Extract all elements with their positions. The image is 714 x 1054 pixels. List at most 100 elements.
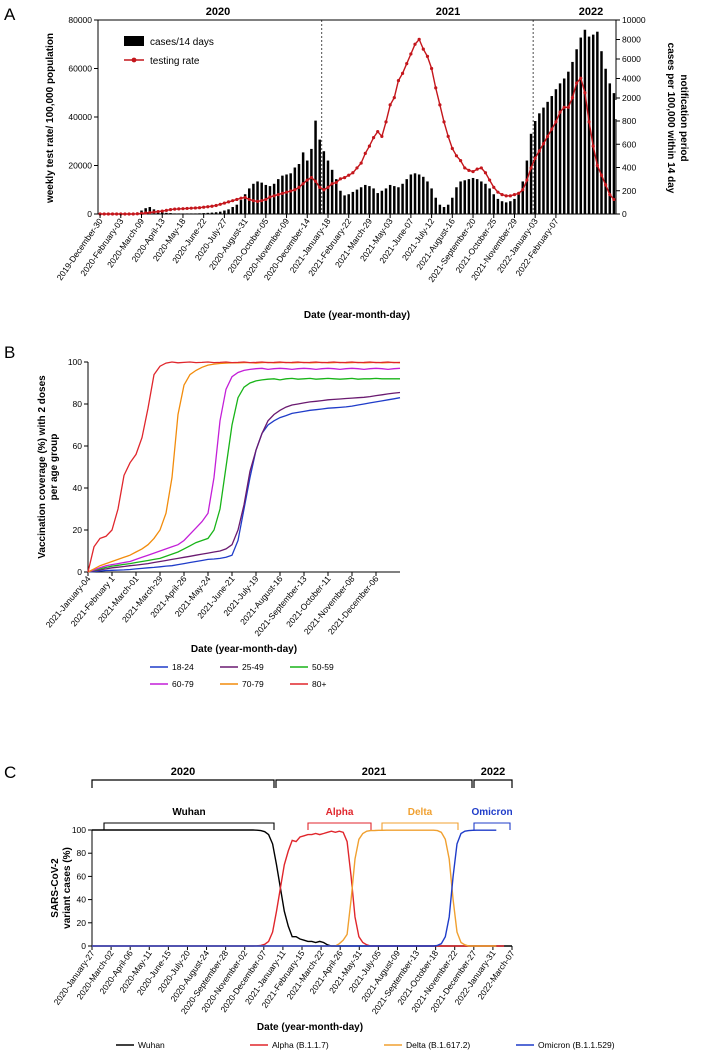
case-bar xyxy=(252,183,255,214)
variant-label-omicron: Omicron xyxy=(471,807,512,818)
right-tick-label: 4000 xyxy=(622,74,641,84)
testing-rate-point xyxy=(231,199,235,203)
testing-rate-point xyxy=(235,197,239,202)
testing-rate-point xyxy=(376,129,380,134)
testing-rate-point xyxy=(599,173,604,177)
legend-label-testing: testing rate xyxy=(150,56,200,67)
case-bar xyxy=(463,180,466,214)
testing-rate-point xyxy=(384,120,388,124)
testing-rate-point xyxy=(131,212,135,216)
case-bar xyxy=(579,37,583,214)
testing-rate-point xyxy=(546,134,550,138)
x-axis-label-c: Date (year-month-day) xyxy=(257,1022,363,1033)
case-bar xyxy=(459,181,462,214)
testing-rate-point xyxy=(123,212,127,216)
case-bar xyxy=(600,51,603,215)
y-tick-label-c: 20 xyxy=(77,918,87,928)
case-bar xyxy=(500,201,504,214)
panel-letter-c: C xyxy=(4,763,16,782)
y-tick-label-b: 20 xyxy=(73,525,83,535)
case-bar xyxy=(596,31,599,215)
testing-rate-point xyxy=(214,203,218,208)
testing-rate-point xyxy=(280,191,285,195)
legend-label-60-79: 60-79 xyxy=(172,679,194,689)
legend-marker-testing xyxy=(131,57,137,63)
legend-label-wuhan: Wuhan xyxy=(138,1040,165,1050)
testing-rate-point xyxy=(388,103,392,107)
year-bracket-2020 xyxy=(91,779,275,788)
testing-rate-point xyxy=(367,144,372,148)
testing-rate-point xyxy=(206,205,210,209)
case-bar xyxy=(504,202,508,214)
case-bar xyxy=(297,164,301,214)
year-label-c-2022: 2022 xyxy=(481,766,505,778)
case-bar xyxy=(277,179,280,214)
case-bar xyxy=(231,207,234,214)
case-bar xyxy=(422,176,425,214)
y-axis-label-b-1: Vaccination coverage (%) with 2 doses xyxy=(37,375,48,559)
case-bar xyxy=(219,211,222,214)
case-bar xyxy=(177,213,181,214)
testing-rate-point xyxy=(334,180,338,185)
case-bar xyxy=(165,212,168,214)
x-axis-label-b: Date (year-month-day) xyxy=(191,644,297,655)
case-bar xyxy=(409,174,413,214)
testing-rate-point xyxy=(156,209,160,214)
case-bar xyxy=(434,197,437,214)
testing-rate-point xyxy=(463,166,467,170)
case-bar xyxy=(397,187,400,214)
case-bar xyxy=(206,212,210,214)
case-bar xyxy=(521,181,525,214)
case-bar xyxy=(426,181,429,214)
axis-break-gap xyxy=(615,100,618,119)
panel-b: B 0 20 40 60 80 100 2021-January-042021-Febru… xyxy=(4,343,401,689)
case-bar xyxy=(571,61,574,214)
case-bar xyxy=(446,204,450,214)
case-bar xyxy=(359,187,363,214)
legend-label-80plus: 80+ xyxy=(312,679,326,689)
case-bar xyxy=(248,188,251,214)
testing-rate-point xyxy=(363,151,367,155)
case-bar xyxy=(430,188,433,214)
coverage-line-70-79 xyxy=(87,361,401,573)
testing-rate-point xyxy=(144,211,148,215)
period-brackets: 2020 2021 2022 Wuhan Alpha Delta Omicron xyxy=(91,766,513,830)
testing-rate-point xyxy=(193,206,197,210)
variant-label-alpha: Alpha xyxy=(326,807,354,818)
testing-rate-point xyxy=(583,91,587,95)
y-tick-label-c: 100 xyxy=(72,825,86,835)
case-bar xyxy=(608,83,612,214)
y-axis-label-left: weekly test rate/ 100,000 population xyxy=(45,33,56,204)
testing-rate-point xyxy=(459,159,463,163)
case-bar xyxy=(401,183,404,214)
testing-rate-point xyxy=(591,144,595,148)
legend-label-25-49: 25-49 xyxy=(242,662,264,672)
case-bar xyxy=(451,197,454,214)
case-bar xyxy=(376,193,379,214)
coverage-line-80plus xyxy=(87,361,401,573)
year-label-c-2020: 2020 xyxy=(171,766,195,778)
y-tick-label-b: 40 xyxy=(73,483,83,493)
left-tick-label: 80000 xyxy=(68,15,92,25)
right-y-ticks: 0 200 400 600 800 2000 4000 6000 8000 10000 xyxy=(616,15,646,219)
testing-rate-point xyxy=(289,189,293,193)
case-bar xyxy=(318,139,321,214)
y-tick-label-c: 80 xyxy=(77,848,87,858)
y-ticks-b: 0 20 40 60 80 100 xyxy=(68,357,88,577)
variant-line-alpha xyxy=(92,830,505,947)
right-tick-label: 600 xyxy=(622,139,636,149)
case-bar xyxy=(612,93,616,214)
testing-rate-points xyxy=(98,37,616,216)
testing-rate-point xyxy=(475,167,479,171)
testing-rate-point xyxy=(197,206,202,210)
case-bar xyxy=(243,194,247,214)
right-tick-label: 8000 xyxy=(622,35,641,45)
testing-rate-point xyxy=(517,191,521,195)
testing-rate-point xyxy=(247,197,251,202)
variant-lines xyxy=(92,829,512,947)
case-bar xyxy=(268,186,272,214)
case-bar xyxy=(538,113,541,214)
variant-label-wuhan: Wuhan xyxy=(172,807,205,818)
right-tick-label: 6000 xyxy=(622,54,641,64)
